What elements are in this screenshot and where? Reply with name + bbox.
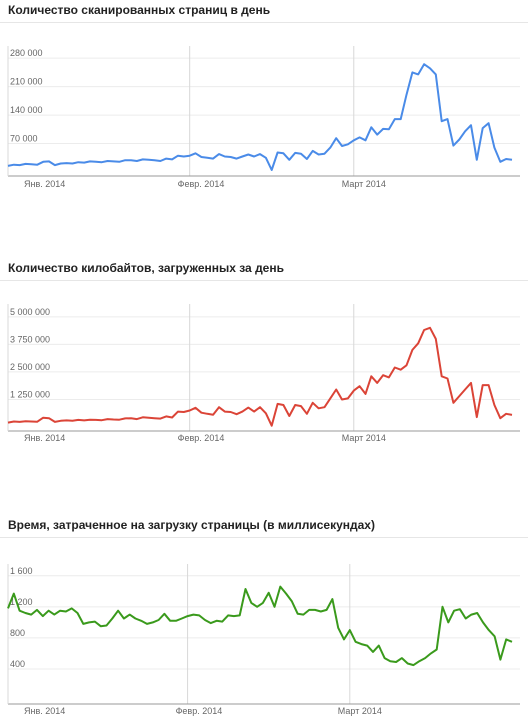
x-tick-label: Янв. 2014 <box>24 433 65 443</box>
line-chart-page-load-time: 400 800 1 200 1 600 Янв. 2014 Февр. 2014 Март … <box>0 550 528 720</box>
line-chart-crawled-pages: 70 000 140 000 210 000 280 000 Янв. 2014 Февр… <box>0 40 528 220</box>
x-tick-label: Янв. 2014 <box>24 179 65 189</box>
chart-panel-page-load-time: Время, затраченное на загрузку страницы … <box>0 515 528 714</box>
y-tick-label: 1 250 000 <box>10 389 50 399</box>
x-tick-label: Март 2014 <box>338 706 382 716</box>
x-tick-label: Март 2014 <box>342 433 386 443</box>
y-tick-label: 280 000 <box>10 48 43 58</box>
y-tick-label: 70 000 <box>10 134 38 144</box>
x-tick-label: Февр. 2014 <box>178 433 225 443</box>
y-tick-label: 400 <box>10 659 25 669</box>
y-tick-label: 1 600 <box>10 566 33 576</box>
x-tick-label: Март 2014 <box>342 179 386 189</box>
x-tick-label: Янв. 2014 <box>24 706 65 716</box>
series-line <box>8 328 512 426</box>
y-tick-label: 140 000 <box>10 105 43 115</box>
title-divider <box>0 537 528 538</box>
chart-panel-kilobytes-downloaded: Количество килобайтов, загруженных за де… <box>0 258 528 458</box>
title-divider <box>0 22 528 23</box>
chart-title: Время, затраченное на загрузку страницы … <box>8 518 375 532</box>
x-tick-label: Февр. 2014 <box>178 179 225 189</box>
y-tick-label: 5 000 000 <box>10 307 50 317</box>
y-tick-label: 210 000 <box>10 77 43 87</box>
y-tick-label: 2 500 000 <box>10 362 50 372</box>
chart-title: Количество сканированных страниц в день <box>8 3 270 17</box>
chart-panel-crawled-pages: Количество сканированных страниц в день … <box>0 0 528 230</box>
y-tick-label: 3 750 000 <box>10 334 50 344</box>
y-tick-label: 800 <box>10 628 25 638</box>
line-chart-kilobytes-downloaded: 1 250 000 2 500 000 3 750 000 5 000 000 Янв.… <box>0 298 528 458</box>
chart-title: Количество килобайтов, загруженных за де… <box>8 261 284 275</box>
title-divider <box>0 280 528 281</box>
x-tick-label: Февр. 2014 <box>176 706 223 716</box>
series-line <box>8 587 512 666</box>
y-tick-label: 1 200 <box>10 597 33 607</box>
